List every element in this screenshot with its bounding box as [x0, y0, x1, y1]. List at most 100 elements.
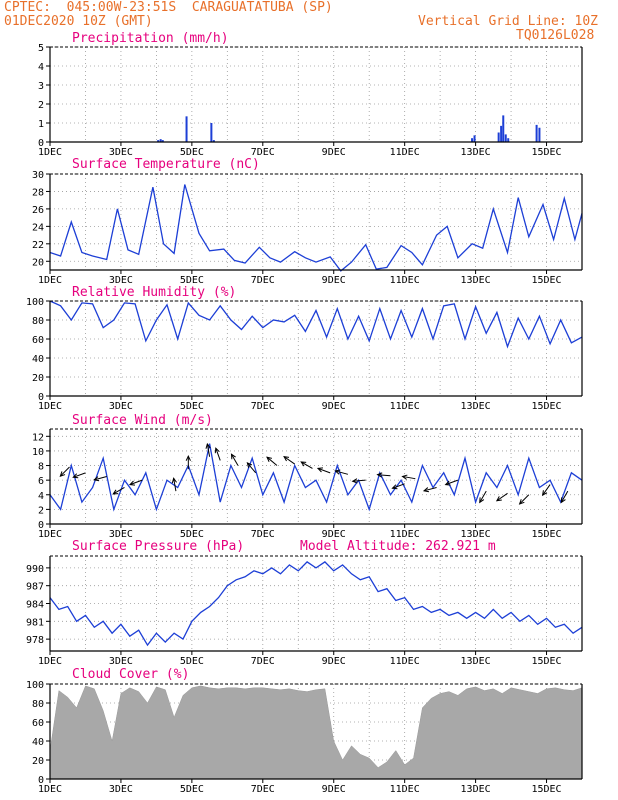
wind-vector-shaft: [519, 494, 530, 505]
wind-vector-shaft: [173, 478, 177, 492]
precip-bar: [471, 138, 474, 142]
precip-bar: [157, 140, 160, 142]
panel-title: Relative Humidity (%): [72, 285, 236, 300]
x-tick-label: 15DEC: [531, 784, 561, 795]
precip-bar: [535, 124, 538, 142]
series-line: [49, 443, 583, 512]
panel-6: 0 20 40 60 80 100 1DEC 3DEC 5DEC 7DEC 9DEC 11DEC 13D…: [26, 667, 583, 795]
wind-vector-head: [444, 480, 451, 486]
x-tick-label: 7DEC: [251, 529, 275, 540]
x-tick-label: 1DEC: [38, 784, 62, 795]
y-tick-label: 978: [26, 635, 44, 646]
x-tick-label: 11DEC: [390, 656, 420, 667]
wind-vector-shaft: [215, 448, 221, 461]
y-tick-label: 40: [32, 354, 44, 365]
panel-title: Cloud Cover (%): [72, 667, 189, 682]
y-tick-label: 12: [32, 432, 44, 443]
wind-vector-head: [560, 497, 566, 504]
wind-vector-shaft: [94, 476, 107, 481]
wind-vector-shaft: [560, 490, 569, 503]
y-tick-label: 4: [38, 491, 44, 502]
wind-vector-head: [171, 477, 177, 484]
wind-vector-head: [518, 499, 525, 505]
x-tick-label: 5DEC: [180, 275, 204, 286]
wind-vector-shaft: [206, 443, 211, 457]
x-tick-label: 13DEC: [461, 275, 491, 286]
wind-vector-head: [351, 478, 358, 484]
x-tick-label: 11DEC: [390, 529, 420, 540]
panel-title: Surface Wind (m/s): [72, 413, 213, 428]
x-tick-label: 5DEC: [180, 529, 204, 540]
x-tick-label: 9DEC: [322, 784, 346, 795]
y-tick-label: 60: [32, 718, 44, 729]
wind-vector-head: [230, 453, 236, 460]
panel-2: 20 22 24 26 28 30 1DEC 3DEC 5DEC 7DEC 9DEC 11DEC 13D…: [32, 157, 583, 286]
x-tick-label: 1DEC: [38, 656, 62, 667]
header-code: TQ0126L028: [516, 28, 595, 43]
series-line: [49, 561, 583, 647]
x-tick-label: 7DEC: [251, 147, 275, 158]
wind-vector-shaft: [402, 475, 416, 480]
x-tick-label: 5DEC: [180, 401, 204, 412]
x-tick-label: 5DEC: [180, 784, 204, 795]
wind-vector-head: [214, 447, 220, 454]
y-tick-label: 100: [26, 680, 44, 691]
wind-vector-head: [376, 472, 383, 478]
panel-5: 978 981 984 987 990 1DEC 3DEC 5DEC 7DEC 9DEC 11DEC…: [26, 539, 583, 667]
wind-vector-shaft: [352, 479, 366, 482]
x-tick-label: 11DEC: [390, 401, 420, 412]
x-tick-label: 13DEC: [461, 529, 491, 540]
wind-vector-shaft: [59, 466, 70, 477]
wind-vector-shaft: [377, 474, 391, 477]
precip-bar: [507, 138, 510, 142]
wind-vector-head: [401, 474, 408, 480]
y-tick-label: 2: [38, 505, 44, 516]
y-tick-label: 2: [38, 100, 44, 111]
y-tick-label: 990: [26, 564, 44, 575]
wind-vector-shaft: [392, 483, 405, 489]
y-tick-label: 28: [32, 187, 44, 198]
x-tick-label: 11DEC: [390, 275, 420, 286]
x-tick-label: 13DEC: [461, 401, 491, 412]
x-tick-label: 7DEC: [251, 784, 275, 795]
wind-vector-shaft: [246, 462, 257, 474]
wind-vector-shaft: [73, 472, 86, 478]
y-tick-label: 20: [32, 756, 44, 767]
y-tick-label: 20: [32, 373, 44, 384]
precip-bar: [185, 116, 188, 142]
x-tick-label: 15DEC: [531, 401, 561, 412]
x-tick-label: 9DEC: [322, 656, 346, 667]
x-tick-label: 3DEC: [109, 529, 133, 540]
panel-title: Surface Temperature (nC): [72, 157, 260, 172]
x-tick-label: 3DEC: [109, 275, 133, 286]
y-tick-label: 5: [38, 43, 44, 54]
x-tick-label: 1DEC: [38, 275, 62, 286]
y-tick-label: 22: [32, 240, 44, 251]
wind-vector-head: [185, 455, 191, 461]
wind-vector-shaft: [317, 467, 331, 474]
precip-bar: [212, 140, 215, 142]
x-tick-label: 13DEC: [461, 656, 491, 667]
header-date: 01DEC2020 10Z (GMT): [4, 14, 153, 29]
wind-vector-head: [334, 469, 341, 475]
precip-bar: [538, 127, 541, 142]
y-tick-label: 24: [32, 222, 44, 233]
wind-vector-shaft: [266, 456, 278, 466]
x-tick-label: 7DEC: [251, 275, 275, 286]
wind-vector-shaft: [112, 487, 125, 495]
x-tick-label: 11DEC: [390, 147, 420, 158]
precip-bar: [159, 139, 162, 142]
wind-vector-head: [391, 484, 398, 490]
x-tick-label: 9DEC: [322, 147, 346, 158]
wind-vector-head: [266, 456, 272, 462]
series-line: [49, 300, 583, 349]
x-tick-label: 1DEC: [38, 401, 62, 412]
y-tick-label: 987: [26, 582, 44, 593]
y-tick-label: 60: [32, 335, 44, 346]
panel-title: Precipitation (mm/h): [72, 31, 229, 46]
precip-bar: [500, 125, 503, 142]
wind-vector-shaft: [231, 454, 239, 466]
y-tick-label: 26: [32, 205, 44, 216]
y-tick-label: 80: [32, 316, 44, 327]
precip-bar: [473, 135, 476, 142]
